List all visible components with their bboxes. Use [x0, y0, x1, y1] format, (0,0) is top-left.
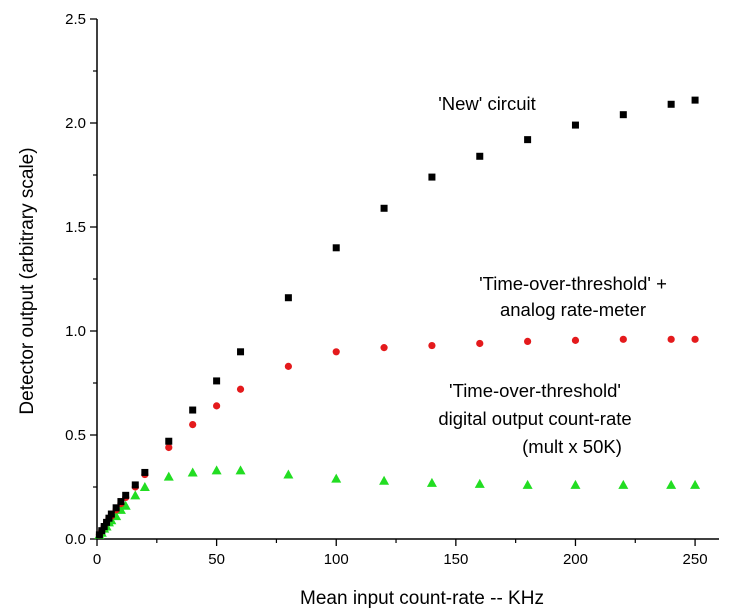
square-point	[524, 136, 532, 144]
chart-labels: Mean input count-rate -- KHz Detector ou…	[17, 147, 544, 609]
annotation-line: 'Time-over-threshold'	[449, 380, 621, 401]
square-point	[237, 348, 245, 356]
circle-point	[380, 344, 388, 352]
circle-point	[524, 337, 532, 345]
square-point	[428, 173, 436, 181]
triangle-point	[331, 473, 342, 483]
triangle-point	[618, 479, 629, 489]
circle-point	[571, 336, 580, 344]
circle-point	[619, 335, 627, 343]
triangle-point	[139, 482, 150, 491]
series-triangle	[94, 465, 701, 539]
square-point	[117, 498, 125, 506]
y-axis-title: Detector output (arbitrary scale)	[17, 147, 38, 414]
square-point	[284, 294, 292, 302]
annotations: 'New' circuit 'Time-over-threshold' + anal…	[438, 93, 667, 457]
y-tick-label: 2.0	[65, 115, 86, 132]
circle-point	[189, 421, 197, 429]
triangle-point	[690, 479, 701, 489]
axes: 0 50 100 150 200 250 0.0 0.5 1.0 1.5 2.0 2.5	[65, 11, 719, 568]
x-tick-label: 100	[324, 551, 349, 568]
circle-point	[667, 335, 675, 343]
annotation-1: 'New' circuit	[438, 93, 536, 114]
x-tick-label: 0	[93, 551, 101, 568]
x-tick-label: 150	[443, 551, 468, 568]
circle-point	[332, 348, 340, 356]
triangle-point	[187, 467, 198, 477]
circle-point	[213, 402, 221, 410]
x-tick-label: 50	[208, 551, 225, 568]
square-point	[691, 96, 699, 104]
circle-point	[165, 443, 173, 452]
triangle-point	[666, 479, 677, 489]
annotation-3: 'Time-over-threshold' digital output coun…	[438, 380, 631, 457]
annotation-2: 'Time-over-threshold' + analog rate-meter	[479, 273, 667, 320]
triangle-point	[211, 465, 222, 475]
circle-point	[284, 362, 292, 370]
x-tick-label: 250	[683, 551, 708, 568]
square-point	[667, 100, 675, 108]
y-tick-label: 0.5	[65, 427, 86, 444]
y-tick-label: 1.5	[65, 219, 86, 236]
y-tick-label: 2.5	[65, 11, 86, 28]
square-point	[189, 406, 197, 414]
square-point	[105, 514, 113, 522]
triangle-point	[426, 477, 437, 487]
triangle-point	[522, 479, 533, 489]
y-tick-label: 1.0	[65, 323, 86, 340]
annotation-line: digital output count-rate	[438, 408, 631, 429]
triangle-point	[474, 478, 485, 488]
triangle-point	[379, 475, 390, 485]
triangle-point	[120, 500, 131, 510]
triangle-point	[570, 479, 581, 489]
x-tick-label: 200	[563, 551, 588, 568]
square-point	[107, 510, 115, 518]
square-point	[332, 244, 340, 252]
data-marks	[94, 96, 701, 539]
circle-point	[476, 339, 484, 348]
square-point	[98, 527, 106, 535]
square-point	[100, 523, 108, 531]
triangle-point	[283, 469, 294, 479]
circle-point	[691, 335, 699, 343]
square-point	[165, 437, 173, 445]
square-point	[476, 152, 484, 160]
triangle-point	[163, 471, 174, 481]
series-square	[95, 96, 699, 539]
square-point	[380, 204, 388, 212]
annotation-line: analog rate-meter	[500, 299, 646, 320]
annotation-line: 'Time-over-threshold' +	[479, 273, 667, 294]
square-point	[571, 121, 579, 129]
square-point	[131, 481, 139, 489]
square-point	[122, 491, 130, 499]
triangle-point	[130, 490, 141, 500]
circle-point	[428, 341, 436, 350]
y-tick-label: 0.0	[65, 531, 86, 548]
x-axis-title: Mean input count-rate -- KHz	[300, 588, 544, 609]
triangle-point	[235, 465, 246, 475]
annotation-line: 'New' circuit	[438, 93, 536, 114]
square-point	[103, 518, 111, 526]
square-point	[213, 377, 221, 385]
circle-point	[236, 385, 245, 393]
square-point	[112, 504, 120, 512]
square-point	[141, 468, 149, 476]
square-point	[95, 531, 103, 539]
square-point	[619, 111, 627, 119]
annotation-line: (mult x 50K)	[522, 436, 622, 457]
